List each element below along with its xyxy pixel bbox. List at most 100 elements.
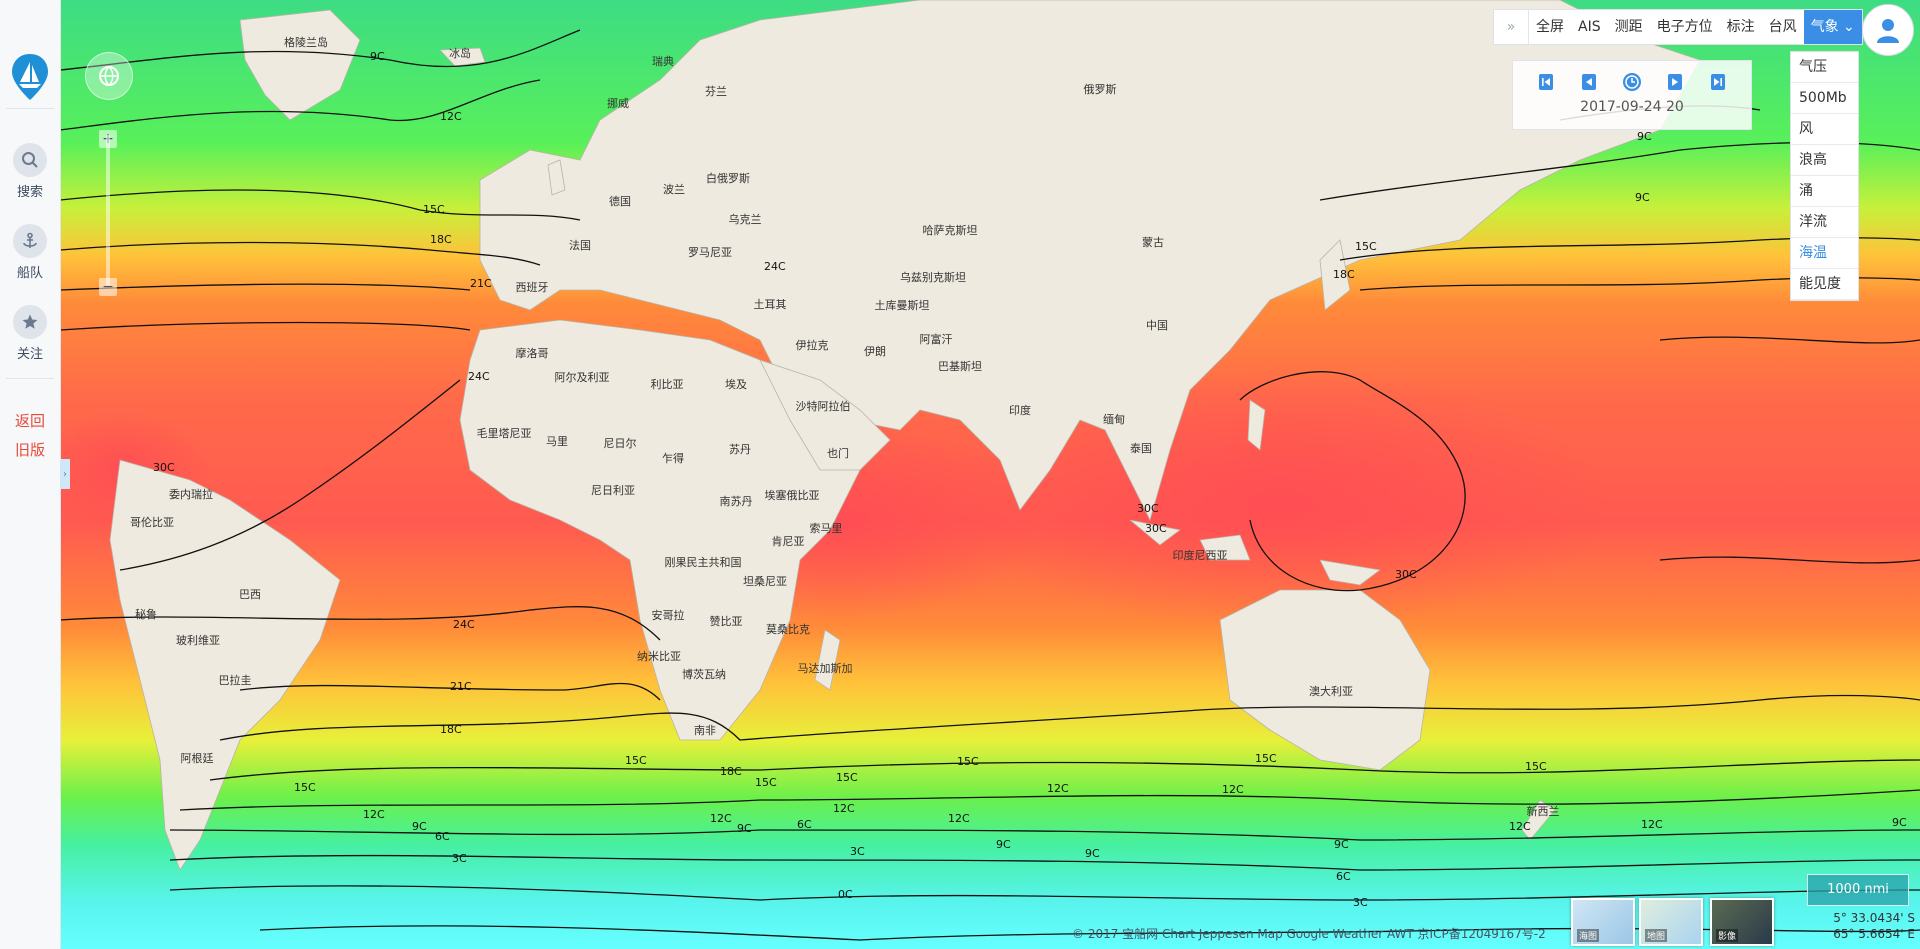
menu-item-wave-height[interactable]: 浪高 bbox=[1791, 145, 1858, 176]
country-label: 赞比亚 bbox=[710, 615, 743, 628]
country-label: 中国 bbox=[1146, 319, 1168, 332]
sidebar-item-fleet[interactable]: 船队 bbox=[0, 224, 60, 281]
isotherm-label: 12C bbox=[948, 812, 970, 825]
isotherm-label: 12C bbox=[1047, 782, 1069, 795]
country-label: 纳米比亚 bbox=[637, 650, 681, 663]
country-label: 肯尼亚 bbox=[772, 535, 805, 548]
basemap-label: 海图 bbox=[1577, 929, 1600, 942]
toolbar-measure-distance[interactable]: 测距 bbox=[1614, 19, 1643, 35]
back-old-label-line2: 旧版 bbox=[14, 441, 45, 459]
toolbar-weather-label: 气象 bbox=[1810, 19, 1839, 35]
play-button[interactable] bbox=[1621, 71, 1643, 93]
toolbar-typhoon[interactable]: 台风 bbox=[1768, 19, 1797, 35]
chevron-down-icon: ⌄ bbox=[1843, 19, 1855, 35]
skip-forward-icon bbox=[1710, 74, 1725, 90]
basemap-map-thumb[interactable]: 地图 bbox=[1639, 898, 1703, 946]
country-label: 坦桑尼亚 bbox=[743, 574, 787, 588]
isotherm-label: 12C bbox=[1641, 818, 1663, 831]
isotherm-label: 18C bbox=[720, 765, 742, 778]
isotherm-label: 12C bbox=[440, 110, 462, 123]
country-label: 南苏丹 bbox=[720, 495, 753, 508]
country-label: 土库曼斯坦 bbox=[875, 298, 930, 312]
toolbar-ais[interactable]: AIS bbox=[1578, 19, 1601, 35]
isotherm-label: 15C bbox=[625, 754, 647, 767]
country-label: 哈萨克斯坦 bbox=[923, 223, 978, 237]
menu-item-visibility[interactable]: 能见度 bbox=[1791, 269, 1858, 300]
isotherm-label: 24C bbox=[453, 618, 475, 631]
isotherm-label: 15C bbox=[1355, 240, 1377, 253]
isotherm-label: 12C bbox=[833, 802, 855, 815]
double-chevron-right-icon: » bbox=[1506, 19, 1516, 35]
logo[interactable] bbox=[10, 52, 50, 102]
country-label: 澳大利亚 bbox=[1309, 684, 1353, 698]
country-label: 芬兰 bbox=[705, 85, 727, 98]
expand-toolbar-button[interactable]: » bbox=[1494, 10, 1529, 44]
isotherm-label: 9C bbox=[370, 50, 385, 63]
menu-item-500mb[interactable]: 500Mb bbox=[1791, 83, 1858, 114]
sidebar: 搜索 船队 关注 返回 旧版 bbox=[0, 0, 61, 949]
country-label: 乌克兰 bbox=[729, 212, 762, 226]
star-icon bbox=[13, 305, 47, 339]
country-label: 摩洛哥 bbox=[516, 346, 549, 360]
pan-control[interactable] bbox=[85, 52, 133, 100]
toolbar-fullscreen[interactable]: 全屏 bbox=[1536, 19, 1564, 35]
back-to-old-version-link[interactable]: 返回 旧版 bbox=[0, 407, 60, 465]
country-label: 巴拉圭 bbox=[219, 673, 252, 687]
basemap-satellite-thumb[interactable]: 影像 bbox=[1710, 898, 1774, 946]
isotherm-label: 15C bbox=[836, 771, 858, 784]
country-label: 尼日利亚 bbox=[591, 484, 635, 497]
sidebar-item-label: 搜索 bbox=[16, 185, 43, 200]
toolbar-weather[interactable]: 气象 ⌄ bbox=[1803, 10, 1862, 44]
isotherm-label: 0C bbox=[838, 888, 853, 901]
user-icon bbox=[1877, 19, 1899, 43]
country-label: 印度尼西亚 bbox=[1173, 548, 1228, 562]
country-label: 利比亚 bbox=[651, 378, 684, 391]
country-label: 白俄罗斯 bbox=[706, 171, 750, 185]
toolbar-ebl[interactable]: 电子方位 bbox=[1656, 19, 1713, 35]
weather-layer-menu: 气压 500Mb 风 浪高 涌 洋流 海温 能见度 bbox=[1790, 51, 1859, 301]
country-label: 伊朗 bbox=[864, 345, 886, 358]
copyright-text: © 2017 宝船网 Chart Jeppesen Map Google Wea… bbox=[1072, 927, 1546, 941]
isotherm-label: 9C bbox=[1334, 838, 1349, 851]
menu-item-current[interactable]: 洋流 bbox=[1791, 207, 1858, 238]
isotherm-label: 30C bbox=[1145, 522, 1167, 535]
sailboat-logo-icon bbox=[12, 54, 48, 100]
isotherm-label: 21C bbox=[470, 277, 492, 290]
zoom-out-button[interactable]: − bbox=[99, 278, 117, 296]
country-label: 泰国 bbox=[1130, 441, 1152, 455]
isotherm-label: 3C bbox=[1353, 896, 1368, 909]
menu-item-swell[interactable]: 涌 bbox=[1791, 176, 1858, 207]
country-label: 瑞典 bbox=[652, 54, 674, 68]
country-label: 埃及 bbox=[725, 377, 747, 391]
weather-map[interactable]: 格陵兰岛 冰岛 瑞典 芬兰 挪威 俄罗斯 德国 波兰 白俄罗斯 乌克兰 法国 罗马尼亚 西班牙 土耳其 哈萨… bbox=[60, 0, 1920, 949]
user-avatar[interactable] bbox=[1862, 4, 1914, 56]
isotherm-label: 21C bbox=[450, 680, 472, 693]
sidebar-collapse-toggle[interactable]: › bbox=[60, 459, 70, 489]
play-back-icon bbox=[1582, 74, 1597, 90]
first-frame-button[interactable] bbox=[1535, 71, 1557, 93]
sidebar-item-follow[interactable]: 关注 bbox=[0, 305, 60, 362]
forecast-time: 2017-09-24 20 bbox=[1580, 99, 1684, 115]
country-label: 埃塞俄比亚 bbox=[765, 488, 820, 502]
menu-item-sea-temperature[interactable]: 海温 bbox=[1791, 238, 1858, 269]
country-label: 俄罗斯 bbox=[1084, 83, 1117, 96]
toolbar-annotate[interactable]: 标注 bbox=[1726, 19, 1755, 35]
isotherm-label: 12C bbox=[363, 808, 385, 821]
isotherm-label: 6C bbox=[435, 830, 450, 843]
menu-item-wind[interactable]: 风 bbox=[1791, 114, 1858, 145]
next-frame-button[interactable] bbox=[1664, 71, 1686, 93]
prev-frame-button[interactable] bbox=[1578, 71, 1600, 93]
isotherm-label: 6C bbox=[797, 818, 812, 831]
isotherm-label: 3C bbox=[850, 845, 865, 858]
country-label: 乍得 bbox=[662, 451, 684, 465]
zoom-slider[interactable] bbox=[106, 135, 110, 285]
last-frame-button[interactable] bbox=[1707, 71, 1729, 93]
sidebar-item-search[interactable]: 搜索 bbox=[0, 143, 60, 200]
clock-icon bbox=[1622, 73, 1641, 91]
country-label: 巴基斯坦 bbox=[938, 359, 982, 373]
country-label: 玻利维亚 bbox=[176, 634, 220, 647]
menu-item-pressure[interactable]: 气压 bbox=[1791, 52, 1858, 83]
basemap-chart-thumb[interactable]: 海图 bbox=[1571, 898, 1635, 946]
time-player: 2017-09-24 20 bbox=[1512, 60, 1752, 130]
